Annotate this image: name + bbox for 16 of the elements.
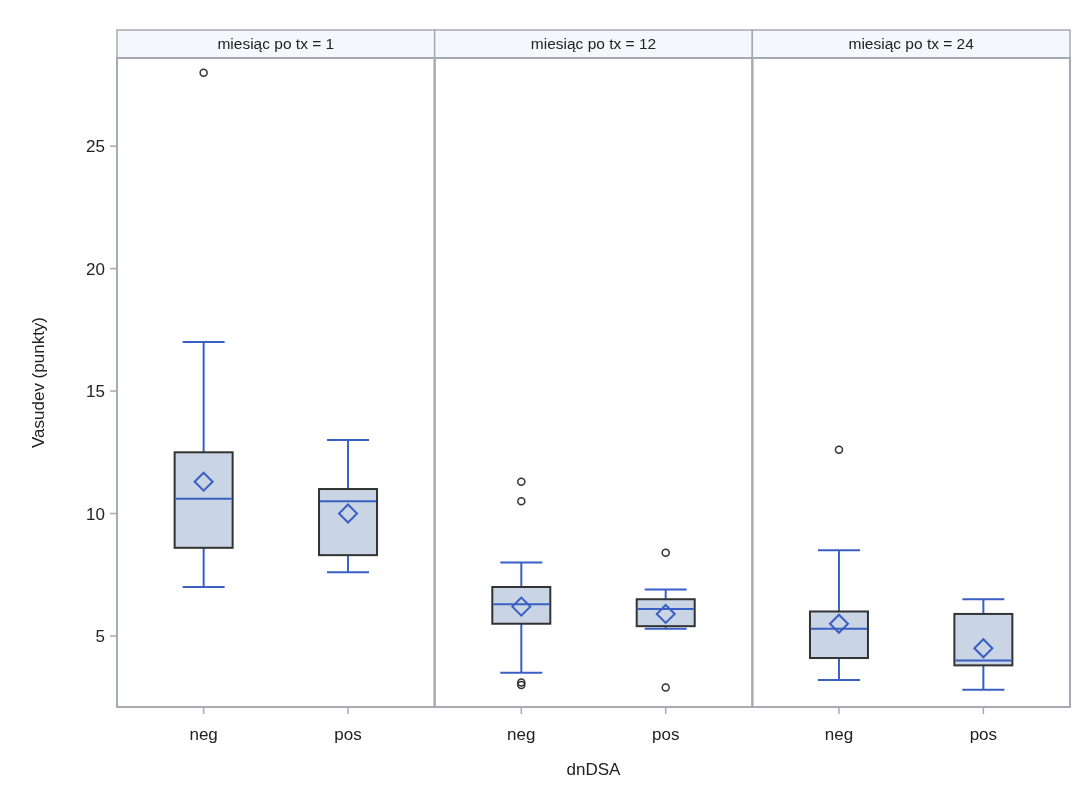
y-tick-label: 15 [86,382,105,402]
chart-title: miesiąc po tx = 24 [848,35,975,52]
y-tick-label: 10 [86,504,105,524]
chart-title: miesiąc po tx = 12 [530,35,657,52]
x-tick-label: neg [507,725,536,744]
x-tick-label: pos [969,725,998,744]
y-tick-label: 20 [86,259,105,279]
y-tick-label: 5 [95,626,105,646]
x-tick-label: neg [189,725,218,744]
x-tick-label: neg [824,725,854,744]
chart-title: miesiąc po tx = 1 [217,35,335,52]
y-axis-title: Vasudev (punkty) [29,316,48,449]
y-tick-label: 25 [86,137,105,157]
x-axis-title: dnDSA [566,760,622,779]
x-tick-label: pos [651,725,680,744]
x-tick-label: pos [334,725,362,744]
